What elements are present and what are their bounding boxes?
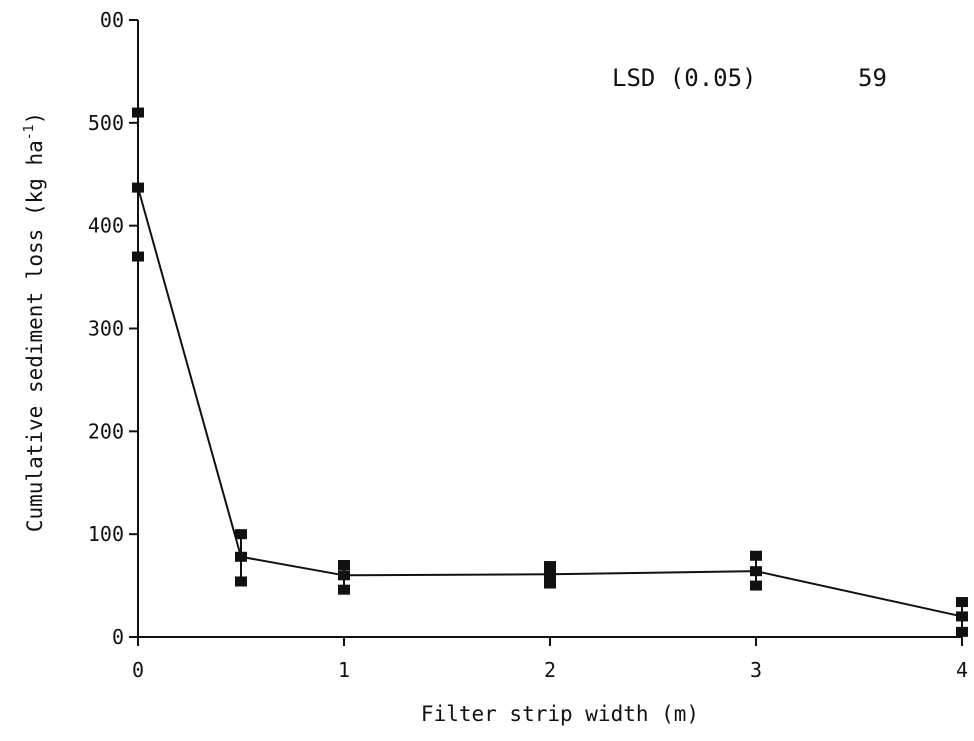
x-axis-title: Filter strip width (m) [421, 702, 699, 726]
error-bar-cap [132, 251, 144, 262]
x-tick-label: 4 [956, 658, 968, 682]
y-ticks: 0 100 200 300 400 500 00 [88, 8, 138, 649]
y-axis-title: Cumulative sediment loss (kg ha-1) [22, 112, 47, 532]
y-tick-label: 400 [88, 214, 124, 238]
error-bar-cap [544, 578, 556, 589]
y-axis-title-main: Cumulative sediment loss (kg ha [23, 140, 47, 532]
error-bar-cap [544, 561, 556, 572]
x-tick-label: 1 [338, 658, 350, 682]
data-point [544, 569, 556, 580]
x-tick-label: 0 [132, 658, 144, 682]
data-point [235, 551, 247, 562]
error-bar-cap [956, 626, 968, 637]
y-tick-label: 300 [88, 317, 124, 341]
lsd-annotation-label: LSD (0.05) [612, 64, 757, 92]
error-bar-cap [235, 529, 247, 540]
data-point [750, 566, 762, 577]
lsd-annotation-value: 59 [858, 64, 887, 92]
x-tick-label: 2 [544, 658, 556, 682]
error-bar-cap [750, 550, 762, 561]
data-point [338, 570, 350, 581]
x-ticks: 0 1 2 3 4 [132, 637, 968, 682]
data-point [132, 182, 144, 193]
y-axis-title-close: ) [23, 112, 47, 125]
y-tick-label: 200 [88, 419, 124, 443]
error-bar-cap [132, 107, 144, 118]
y-tick-label: 0 [112, 625, 124, 649]
series-layer [132, 107, 968, 637]
error-bar-cap [338, 584, 350, 595]
y-tick-label: 100 [88, 522, 124, 546]
error-bar-cap [750, 580, 762, 591]
x-tick-label: 3 [750, 658, 762, 682]
axes: 0 100 200 300 400 500 00 0 1 2 3 4 [88, 8, 968, 682]
y-tick-label: 500 [88, 111, 124, 135]
error-bar-cap [235, 576, 247, 587]
data-point [956, 611, 968, 622]
y-tick-label: 00 [100, 8, 124, 32]
error-bar-cap [338, 560, 350, 571]
y-axis-title-superscript: -1 [22, 125, 37, 141]
series-line [137, 187, 963, 618]
error-bar-cap [956, 597, 968, 608]
